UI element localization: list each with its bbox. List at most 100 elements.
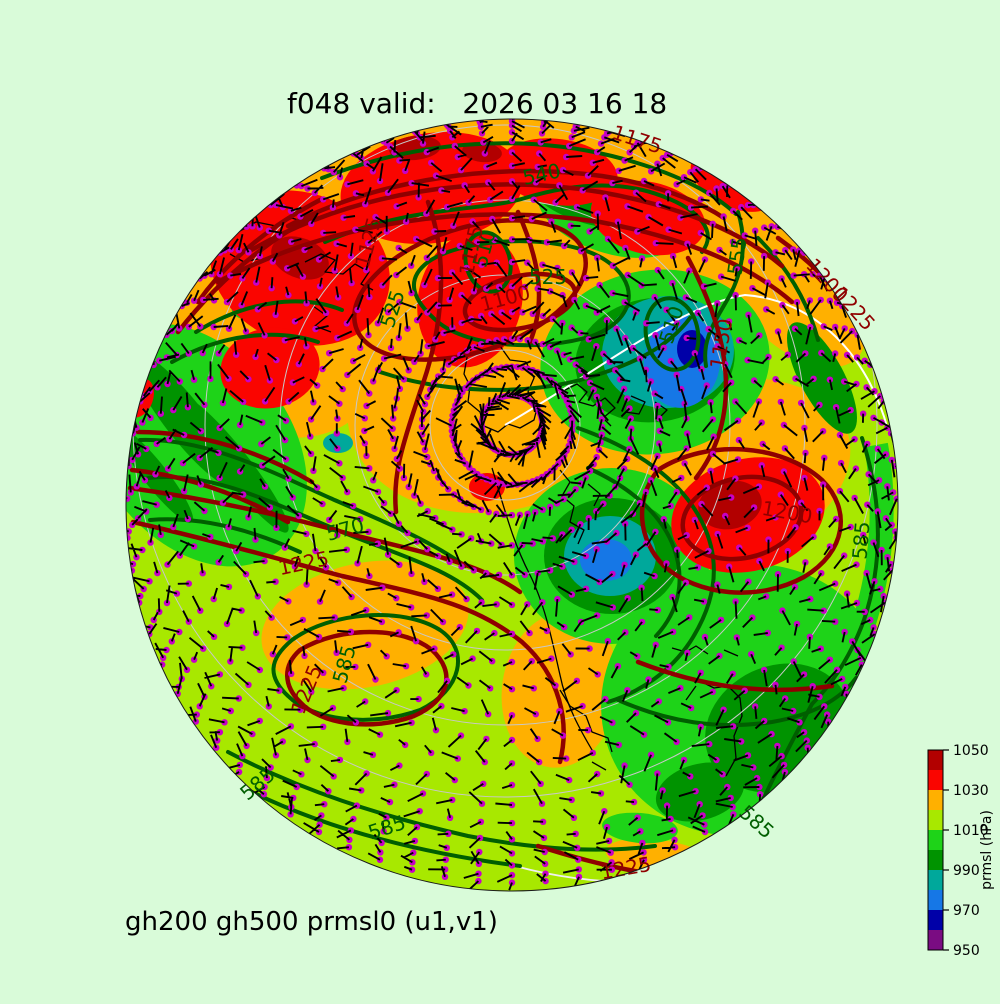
wind-dot bbox=[347, 252, 355, 260]
wind-dot bbox=[793, 298, 801, 306]
gh500-contours-part bbox=[194, 299, 344, 334]
wind-dot bbox=[268, 285, 275, 292]
wind-vectors bbox=[126, 119, 898, 891]
wind-dot bbox=[400, 474, 408, 482]
wind-dot bbox=[443, 203, 451, 211]
wind-dot bbox=[493, 365, 500, 372]
contour-label-gh500: 525 bbox=[529, 265, 567, 289]
wind-dot bbox=[744, 356, 751, 364]
colorbar-ticks: 1050 1030 1010 990 970 950 bbox=[943, 743, 989, 959]
gh200-contours-part bbox=[175, 213, 317, 335]
wind-dot bbox=[415, 194, 422, 201]
wind-dot bbox=[303, 581, 310, 588]
wind-dot bbox=[434, 274, 442, 282]
gh200-contours-part bbox=[352, 218, 588, 362]
wind-dot bbox=[755, 398, 763, 405]
colorbar-segment bbox=[928, 750, 943, 771]
colorbar-segment bbox=[928, 870, 943, 891]
wind-dot bbox=[291, 563, 299, 570]
wind-dot bbox=[256, 252, 264, 260]
gh500-contours-part bbox=[138, 437, 467, 568]
gh500-contours-part bbox=[576, 426, 716, 704]
wind-dot bbox=[440, 329, 447, 337]
wind-dot bbox=[636, 355, 644, 362]
wind-dot bbox=[598, 431, 605, 438]
wind-dot bbox=[402, 218, 410, 225]
wind-dot bbox=[478, 261, 485, 268]
wind-dot bbox=[764, 279, 771, 286]
gh200-contours-part bbox=[195, 197, 323, 305]
colorbar-axis-label: prmsl (hPa) bbox=[979, 810, 995, 890]
wind-dot bbox=[559, 319, 566, 327]
wind-dot bbox=[352, 190, 360, 197]
gh200-contours-part bbox=[285, 629, 449, 727]
wind-dot bbox=[378, 255, 386, 262]
wind-dot bbox=[734, 456, 742, 463]
wind-dot bbox=[477, 123, 485, 130]
contour-label-gh500: 555 bbox=[723, 235, 752, 276]
gh500-contours-part bbox=[226, 750, 657, 852]
globe-fill-layers bbox=[126, 119, 898, 891]
fields-label: gh200 gh500 prmsl0 (u1,v1) bbox=[125, 907, 498, 937]
wind-dot bbox=[329, 204, 337, 211]
colorbar-tick-label: 1010 bbox=[953, 823, 989, 839]
graticule-part bbox=[429, 349, 581, 501]
gh200-contours-part bbox=[515, 209, 542, 345]
prmsl-fill-teal-part bbox=[323, 433, 353, 453]
wind-dot bbox=[534, 285, 541, 292]
wind-dot bbox=[806, 297, 814, 304]
prmsl-fill-red-part bbox=[220, 327, 320, 409]
graticule-part bbox=[279, 199, 731, 651]
wind-dot bbox=[888, 456, 895, 464]
coastlines-part bbox=[559, 469, 601, 545]
colorbar-tick-label: 950 bbox=[953, 943, 980, 959]
wind-dot bbox=[642, 488, 650, 496]
gh500-contours-part bbox=[586, 466, 682, 638]
wind-dot bbox=[508, 781, 516, 789]
colorbar-segments bbox=[928, 750, 943, 951]
wind-dot bbox=[777, 398, 784, 406]
wind-dot bbox=[491, 236, 498, 244]
wind-dot bbox=[458, 319, 465, 327]
colorbar-tick-label: 1030 bbox=[953, 783, 989, 799]
wind-dot bbox=[438, 187, 445, 194]
gh200-contours-part bbox=[130, 519, 566, 765]
wind-dot bbox=[418, 423, 426, 431]
wind-dot bbox=[352, 226, 359, 233]
wind-dot bbox=[841, 325, 848, 332]
wind-dot bbox=[408, 179, 415, 187]
wind-dot bbox=[667, 502, 674, 510]
wind-dot bbox=[553, 347, 561, 354]
colorbar-tick-label: 990 bbox=[953, 863, 980, 879]
wind-dot bbox=[837, 459, 845, 467]
prmsl-fill-darkgreen-part bbox=[787, 322, 857, 434]
wind-dot bbox=[802, 449, 809, 457]
wind-dot bbox=[678, 474, 685, 482]
colorbar-segment bbox=[928, 810, 943, 831]
colorbar: 1050 1030 1010 990 970 950 prmsl (hPa) bbox=[927, 743, 995, 959]
wind-dot bbox=[434, 302, 442, 309]
figure-title: f048 valid: 2026 03 16 18 bbox=[287, 87, 667, 120]
colorbar-segment bbox=[928, 770, 943, 791]
wind-dot bbox=[253, 629, 260, 637]
globe-outline bbox=[125, 118, 899, 892]
gh200-contours-part bbox=[129, 467, 291, 525]
wind-dot bbox=[801, 474, 808, 482]
wind-field bbox=[126, 119, 898, 891]
colorbar-segment bbox=[928, 850, 943, 871]
wind-dot bbox=[508, 542, 516, 549]
coastlines bbox=[229, 217, 743, 777]
wind-dot bbox=[609, 289, 616, 297]
wind-dot bbox=[333, 240, 340, 247]
wind-dot bbox=[717, 273, 725, 280]
wind-dot bbox=[273, 524, 280, 531]
wind-dot bbox=[656, 440, 663, 447]
wind-dot bbox=[344, 181, 351, 188]
wind-dot bbox=[508, 258, 516, 266]
wind-dot bbox=[725, 318, 733, 325]
wind-dot bbox=[669, 279, 676, 287]
colorbar-tick-label: 970 bbox=[953, 903, 980, 919]
coastlines-part bbox=[463, 341, 539, 433]
wind-dot bbox=[571, 296, 578, 304]
